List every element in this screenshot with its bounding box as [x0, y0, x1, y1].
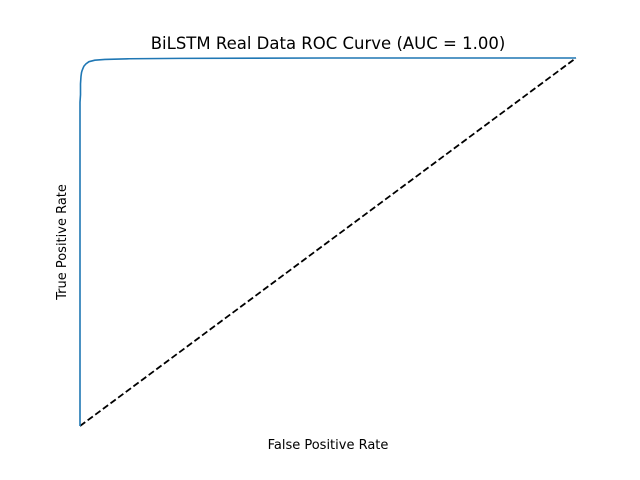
random-classifier-diagonal-line: [79, 57, 577, 427]
chart-title: BiLSTM Real Data ROC Curve (AUC = 1.00): [151, 34, 506, 53]
x-axis-label: False Positive Rate: [268, 438, 389, 453]
y-axis-label: True Positive Rate: [55, 184, 70, 301]
roc-curve-line: [79, 57, 576, 426]
plot-area: [79, 57, 577, 427]
